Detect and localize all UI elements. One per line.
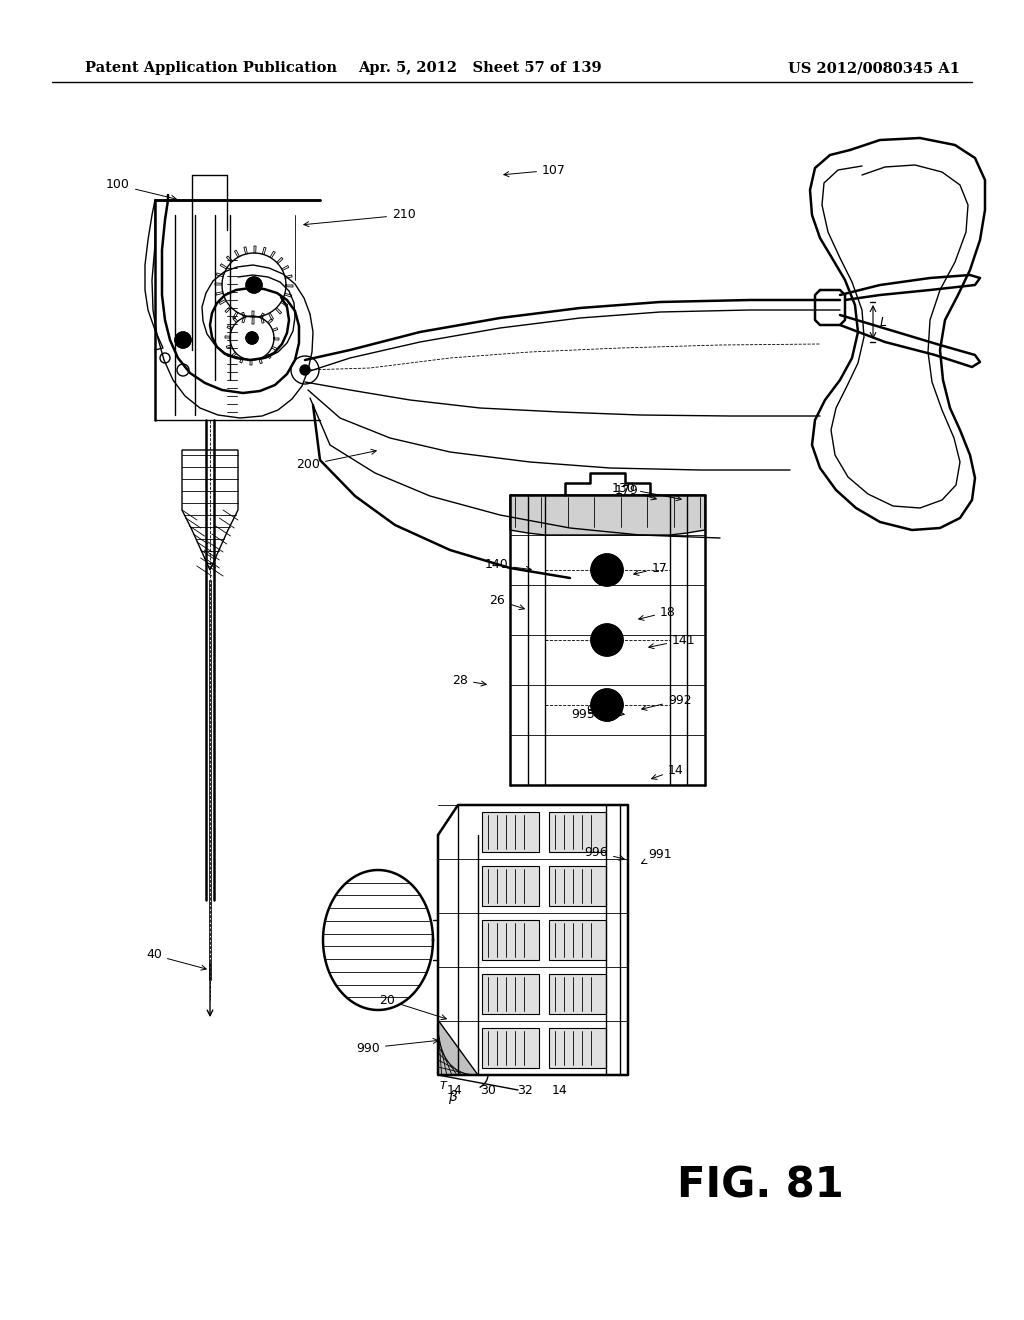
FancyBboxPatch shape [549,1028,606,1068]
Text: 995: 995 [571,709,614,722]
Circle shape [300,366,310,375]
FancyBboxPatch shape [482,920,539,960]
Circle shape [601,564,613,576]
Text: 40: 40 [146,949,206,970]
Circle shape [175,333,191,348]
Text: 992: 992 [642,693,691,710]
Text: 28: 28 [453,673,486,686]
Text: 996: 996 [585,846,625,861]
Text: US 2012/0080345 A1: US 2012/0080345 A1 [788,61,961,75]
Text: 991: 991 [641,849,672,863]
Text: 990: 990 [356,1039,438,1055]
Text: Apr. 5, 2012   Sheet 57 of 139: Apr. 5, 2012 Sheet 57 of 139 [358,61,602,75]
Polygon shape [510,495,705,535]
Polygon shape [182,450,238,570]
Circle shape [250,335,255,341]
Text: 107: 107 [504,164,566,177]
FancyBboxPatch shape [482,812,539,851]
Circle shape [601,700,613,711]
Text: 26: 26 [489,594,524,610]
Text: 32: 32 [517,1084,532,1097]
Circle shape [246,277,262,293]
Text: FIG. 81: FIG. 81 [677,1164,844,1206]
Text: 18: 18 [639,606,676,620]
FancyBboxPatch shape [482,866,539,906]
Text: L: L [880,315,887,329]
Text: 210: 210 [304,209,416,227]
Text: 141: 141 [649,634,695,648]
Circle shape [601,634,613,645]
Circle shape [591,689,623,721]
Text: 14: 14 [552,1084,568,1097]
Circle shape [591,624,623,656]
Text: 20: 20 [379,994,446,1019]
Text: 130: 130 [611,482,681,500]
Text: 100: 100 [106,178,176,201]
Text: 994: 994 [587,704,625,717]
FancyBboxPatch shape [482,1028,539,1068]
Polygon shape [438,1020,478,1074]
FancyBboxPatch shape [549,920,606,960]
Text: 140: 140 [484,558,531,572]
Text: 14: 14 [447,1084,463,1097]
Text: 30: 30 [480,1084,496,1097]
Circle shape [591,554,623,586]
Circle shape [180,337,186,343]
Text: T: T [439,1081,446,1092]
Text: 14: 14 [651,763,684,779]
FancyBboxPatch shape [549,866,606,906]
FancyBboxPatch shape [482,974,539,1014]
Text: Patent Application Publication: Patent Application Publication [85,61,337,75]
FancyBboxPatch shape [549,974,606,1014]
Text: 17: 17 [634,561,668,576]
Circle shape [246,333,258,345]
Text: $\beta$: $\beta$ [447,1088,458,1106]
Circle shape [251,282,257,288]
Text: 179: 179 [614,483,656,500]
Text: 200: 200 [296,449,376,471]
FancyBboxPatch shape [549,812,606,851]
